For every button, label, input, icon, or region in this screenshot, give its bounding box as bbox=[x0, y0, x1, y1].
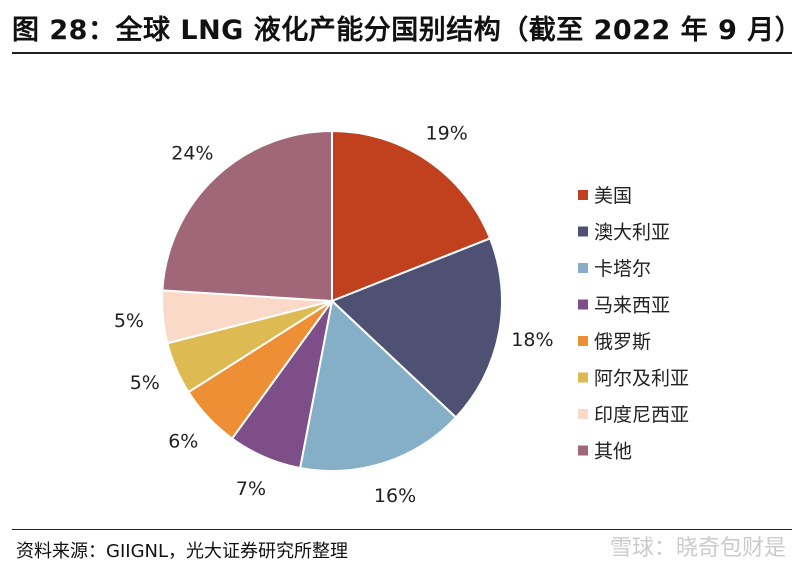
pie-slice-7 bbox=[161, 129, 333, 303]
pie-value-label-2: 16% bbox=[374, 485, 416, 507]
pie-slice-1 bbox=[330, 237, 503, 419]
watermark: 雪球：晓奇包财是 bbox=[609, 536, 786, 561]
pie-chart: 19% 18% 16% 7% 6% 5% 5% 24% 美国澳大利亚卡塔尔马来西亚俄罗斯阿尔及… bbox=[114, 122, 689, 507]
pie-value-label-5: 5% bbox=[130, 372, 160, 394]
pie-slice-2 bbox=[298, 299, 458, 472]
pie-chart-area: 19% 18% 16% 7% 6% 5% 5% 24% 美国澳大利亚卡塔尔马来西亚俄罗斯阿尔及… bbox=[0, 60, 800, 530]
title-divider bbox=[12, 52, 792, 54]
legend-label-5: 阿尔及利亚 bbox=[594, 368, 689, 390]
pie-slices bbox=[161, 129, 503, 472]
chart-title: 图 28：全球 LNG 液化产能分国别结构（截至 2022 年 9 月） bbox=[12, 15, 800, 46]
legend-label-6: 印度尼西亚 bbox=[594, 404, 689, 426]
legend-swatch-3 bbox=[578, 299, 588, 310]
pie-value-label-1: 18% bbox=[511, 329, 553, 351]
legend-swatch-0 bbox=[578, 190, 588, 200]
legend-label-2: 卡塔尔 bbox=[594, 258, 651, 280]
legend-label-7: 其他 bbox=[594, 441, 632, 463]
legend-label-0: 美国 bbox=[594, 185, 632, 207]
source-note: 资料来源：GIIGNL，光大证券研究所整理 bbox=[16, 541, 349, 562]
pie-value-label-6: 5% bbox=[114, 310, 144, 332]
legend-swatch-4 bbox=[578, 336, 588, 346]
legend-label-4: 俄罗斯 bbox=[594, 331, 651, 353]
pie-value-label-4: 6% bbox=[168, 431, 198, 453]
pie-value-label-3: 7% bbox=[236, 478, 266, 500]
pie-slice-0 bbox=[331, 129, 492, 303]
legend-swatch-2 bbox=[578, 263, 588, 273]
legend-swatch-5 bbox=[578, 372, 588, 383]
legend-swatch-7 bbox=[578, 445, 588, 456]
pie-value-labels: 19% 18% 16% 7% 6% 5% 5% 24% bbox=[114, 122, 554, 507]
legend-swatch-1 bbox=[578, 226, 588, 237]
pie-value-label-0: 19% bbox=[426, 122, 468, 144]
legend-label-3: 马来西亚 bbox=[594, 295, 670, 317]
footer-divider bbox=[12, 529, 792, 530]
legend-label-1: 澳大利亚 bbox=[594, 222, 670, 244]
legend-swatch-6 bbox=[578, 409, 588, 419]
pie-value-label-7: 24% bbox=[171, 142, 213, 164]
